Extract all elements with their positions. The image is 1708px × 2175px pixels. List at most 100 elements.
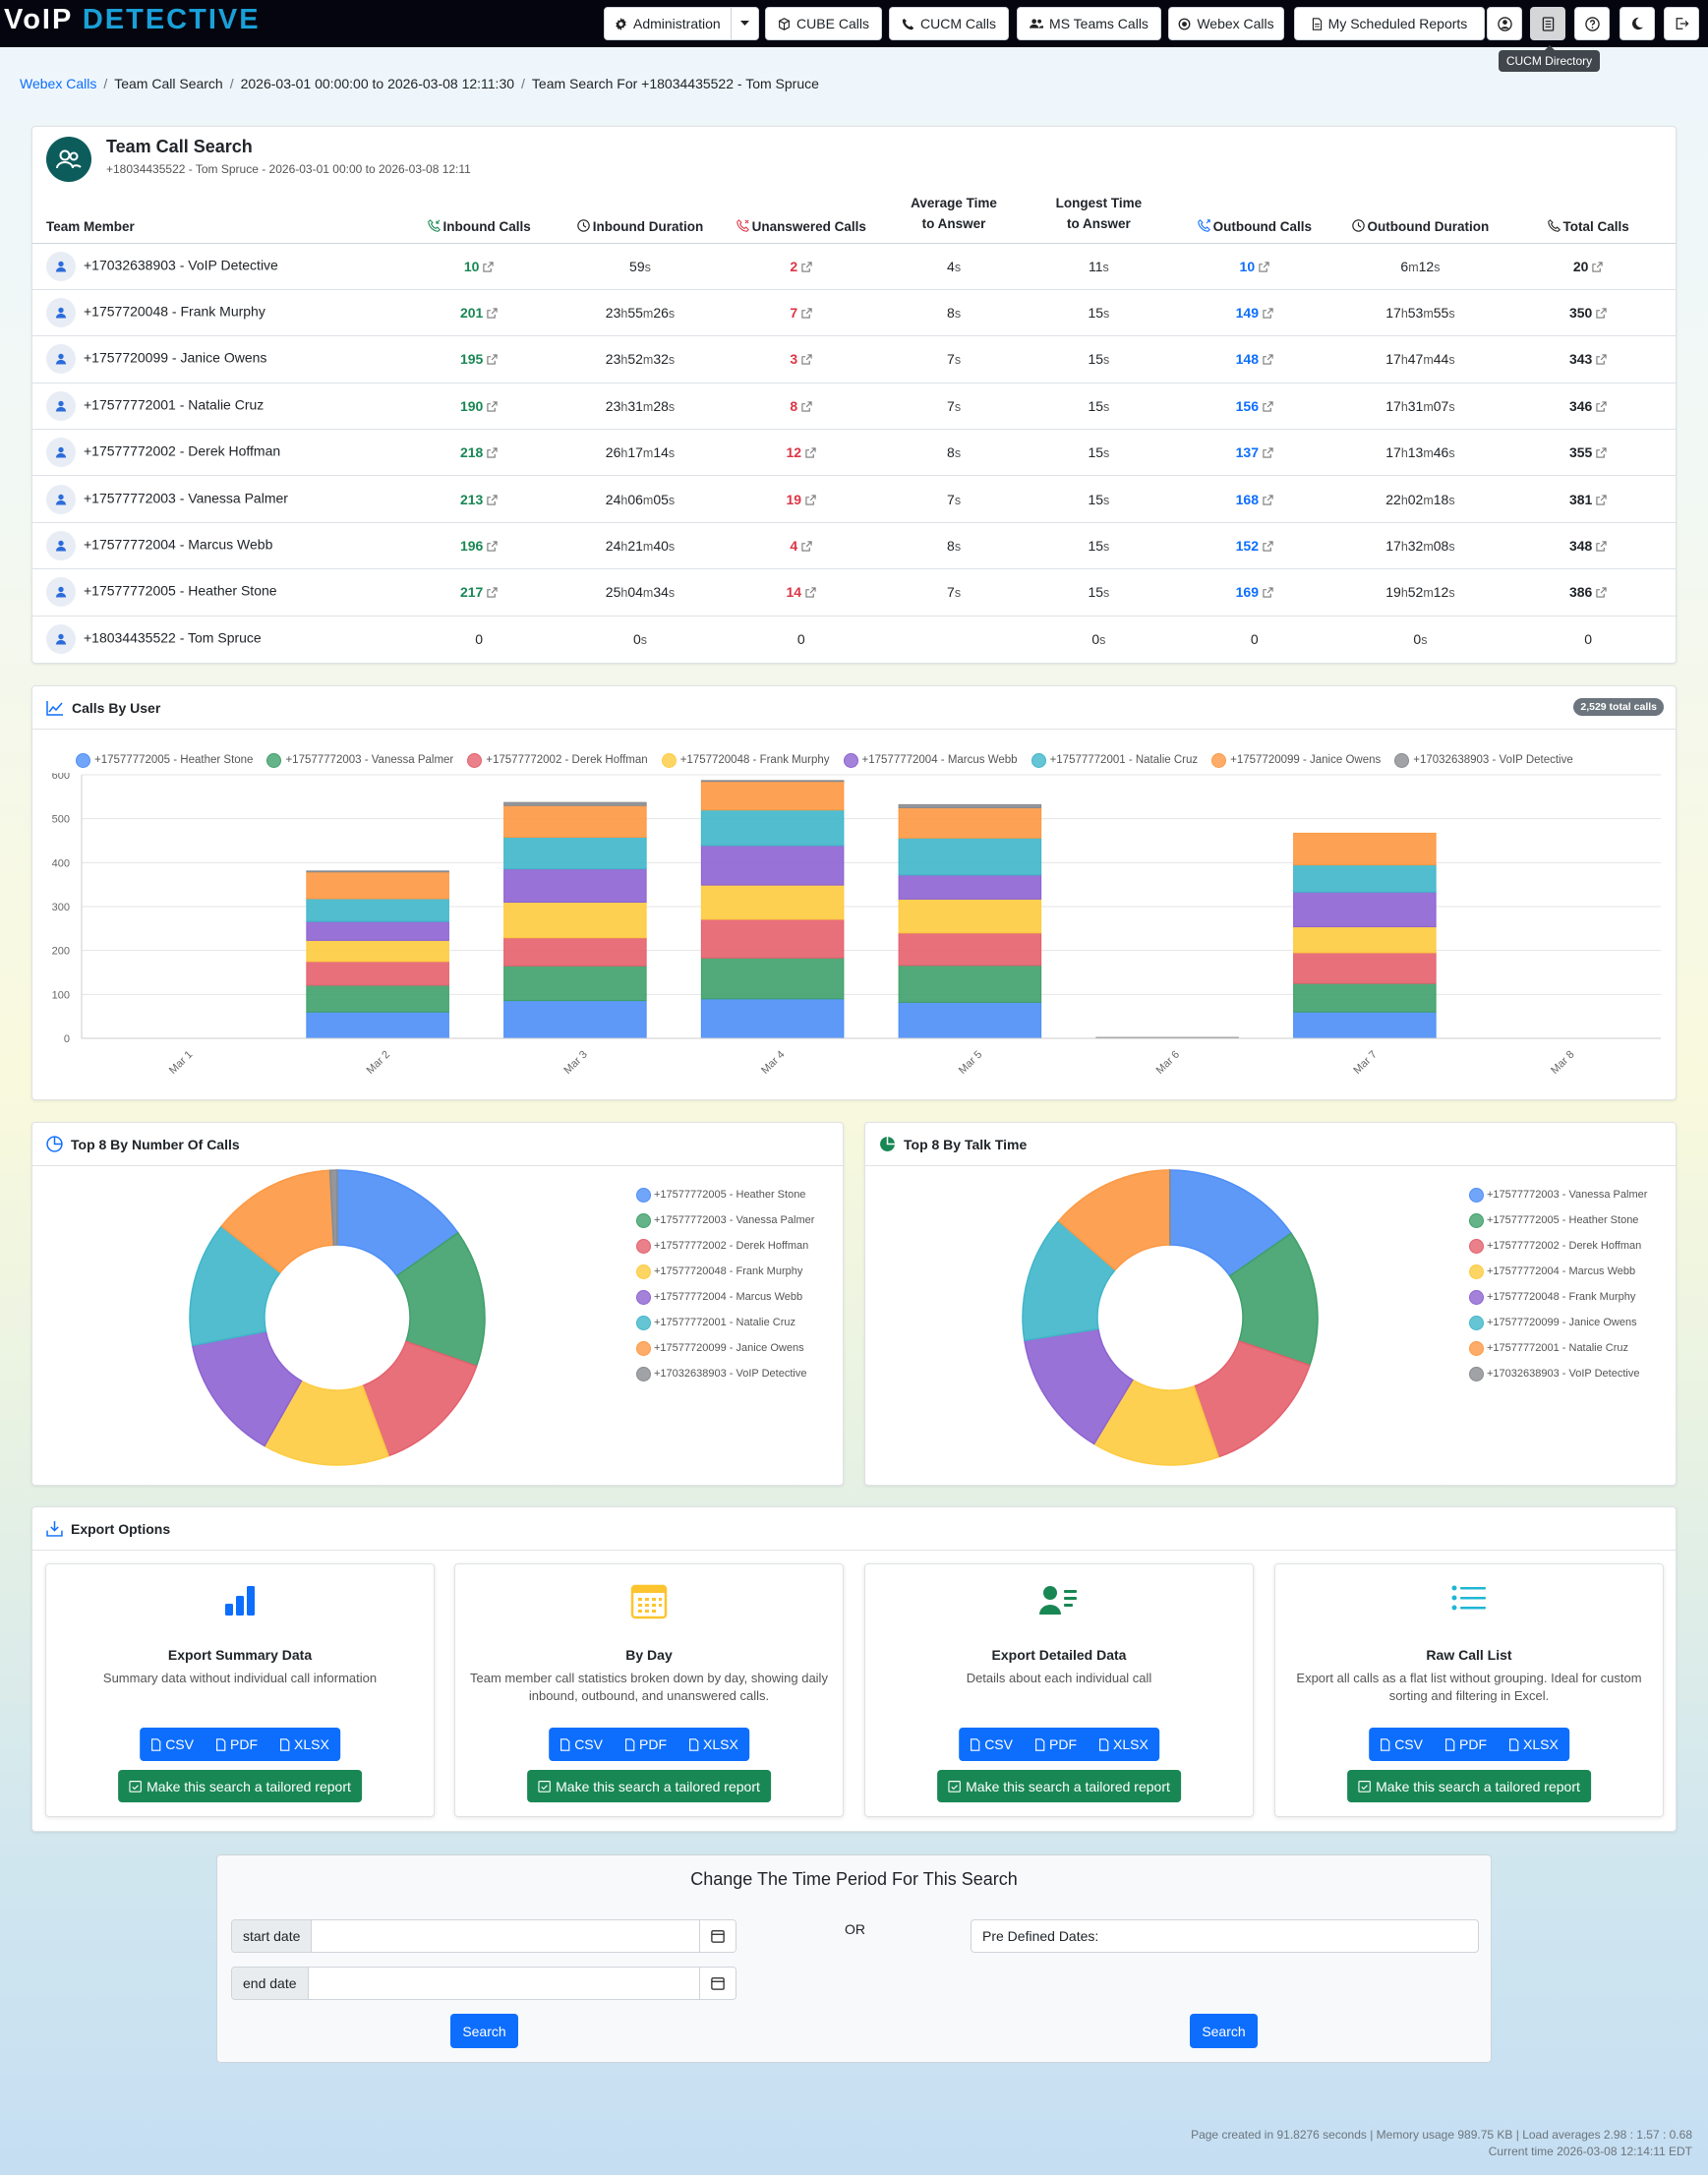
bar-segment[interactable]	[306, 939, 449, 963]
export-raw-pdf-button[interactable]: PDF	[1434, 1728, 1498, 1761]
bar-segment[interactable]	[898, 874, 1042, 900]
caret-down-icon[interactable]	[731, 8, 758, 39]
legend-item[interactable]: +17577772003 - Vanessa Palmer	[1469, 1182, 1647, 1207]
legend-item[interactable]: +17577772005 - Heather Stone	[76, 751, 253, 769]
donut-slice[interactable]	[328, 1169, 338, 1246]
external-link-icon[interactable]	[1263, 354, 1273, 366]
bar-segment[interactable]	[898, 1001, 1042, 1039]
export-detailed-pdf-button[interactable]: PDF	[1024, 1728, 1088, 1761]
cell-outbound[interactable]: 137	[1235, 444, 1259, 461]
export-raw-xlsx-button[interactable]: XLSX	[1498, 1728, 1569, 1761]
cell-inbound[interactable]: 218	[459, 444, 484, 461]
cell-unanswered[interactable]: 14	[786, 584, 802, 601]
bar-segment[interactable]	[306, 898, 449, 922]
external-link-icon[interactable]	[487, 447, 498, 458]
bar-segment[interactable]	[700, 809, 845, 847]
bar-segment[interactable]	[503, 937, 647, 967]
start-date-calendar-button[interactable]	[699, 1920, 736, 1952]
external-link-icon[interactable]	[801, 308, 812, 319]
donut-slice[interactable]	[336, 1169, 459, 1277]
export-summary-xlsx-button[interactable]: XLSX	[268, 1728, 340, 1761]
external-link-icon[interactable]	[801, 262, 812, 272]
webex-calls-button[interactable]: Webex Calls	[1168, 7, 1284, 40]
cell-outbound[interactable]: 148	[1235, 351, 1259, 368]
cube-calls-button[interactable]: CUBE Calls	[765, 7, 882, 40]
cell-unanswered[interactable]: 12	[786, 444, 802, 461]
legend-item[interactable]: +17032638903 - VoIP Detective	[636, 1361, 814, 1386]
external-link-icon[interactable]	[1259, 262, 1269, 272]
bar-segment[interactable]	[503, 801, 647, 806]
bar-segment[interactable]	[700, 998, 845, 1039]
cell-total[interactable]: 348	[1568, 538, 1593, 555]
export-raw-csv-button[interactable]: CSV	[1369, 1728, 1434, 1761]
export-detailed-xlsx-button[interactable]: XLSX	[1088, 1728, 1159, 1761]
cell-outbound[interactable]: 156	[1235, 397, 1259, 414]
cell-total[interactable]: 386	[1568, 584, 1593, 601]
external-link-icon[interactable]	[487, 541, 498, 552]
legend-item[interactable]: +17577772002 - Derek Hoffman	[1469, 1233, 1647, 1259]
ms-teams-calls-button[interactable]: MS Teams Calls	[1017, 7, 1161, 40]
cell-total[interactable]: 346	[1568, 397, 1593, 414]
cucm-calls-button[interactable]: CUCM Calls	[889, 7, 1009, 40]
legend-item[interactable]: +17032638903 - VoIP Detective	[1394, 751, 1573, 769]
bar-segment[interactable]	[1293, 926, 1437, 954]
external-link-icon[interactable]	[1263, 495, 1273, 505]
cell-total[interactable]: 355	[1568, 444, 1593, 461]
legend-item[interactable]: +17577772004 - Marcus Webb	[1469, 1259, 1647, 1284]
bar-segment[interactable]	[503, 804, 647, 838]
cell-total[interactable]: 350	[1568, 305, 1593, 322]
export-summary-pdf-button[interactable]: PDF	[205, 1728, 268, 1761]
legend-item[interactable]: +17577772001 - Natalie Cruz	[636, 1310, 814, 1335]
external-link-icon[interactable]	[487, 401, 498, 412]
export-summary-csv-button[interactable]: CSV	[140, 1728, 205, 1761]
cell-outbound[interactable]: 152	[1235, 538, 1259, 555]
help-button[interactable]	[1574, 7, 1610, 40]
cell-inbound[interactable]: 217	[459, 584, 484, 601]
legend-item[interactable]: +17577772001 - Natalie Cruz	[1469, 1335, 1647, 1361]
end-date-input[interactable]	[309, 1968, 700, 1999]
bar-segment[interactable]	[1293, 864, 1437, 893]
export-by-day-tailored-report-button[interactable]: Make this search a tailored report	[527, 1770, 771, 1802]
cell-unanswered[interactable]: 2	[790, 258, 798, 274]
cell-outbound[interactable]: 10	[1239, 258, 1256, 274]
bar-segment[interactable]	[700, 918, 845, 959]
legend-item[interactable]: +17577772005 - Heather Stone	[1469, 1207, 1647, 1233]
legend-item[interactable]: +17577772003 - Vanessa Palmer	[636, 1207, 814, 1233]
external-link-icon[interactable]	[487, 495, 498, 505]
legend-item[interactable]: +17577772002 - Derek Hoffman	[636, 1233, 814, 1259]
bar-segment[interactable]	[700, 780, 845, 783]
bar-segment[interactable]	[1293, 952, 1437, 984]
bar-segment[interactable]	[898, 965, 1042, 1003]
legend-item[interactable]: +17577772004 - Marcus Webb	[843, 751, 1018, 769]
external-link-icon[interactable]	[805, 495, 816, 505]
cell-unanswered[interactable]: 4	[790, 538, 798, 555]
legend-item[interactable]: +17032638903 - VoIP Detective	[1469, 1361, 1647, 1386]
cell-inbound[interactable]: 10	[463, 258, 480, 274]
end-date-calendar-button[interactable]	[699, 1968, 736, 1999]
bar-segment[interactable]	[503, 868, 647, 904]
external-link-icon[interactable]	[1263, 308, 1273, 319]
bar-segment[interactable]	[898, 803, 1042, 808]
logout-button[interactable]	[1664, 7, 1699, 40]
bar-segment[interactable]	[898, 898, 1042, 934]
export-by-day-pdf-button[interactable]: PDF	[614, 1728, 677, 1761]
cell-inbound[interactable]: 196	[459, 538, 484, 555]
export-by-day-xlsx-button[interactable]: XLSX	[677, 1728, 749, 1761]
bar-segment[interactable]	[306, 920, 449, 941]
custom-range-search-button[interactable]: Search	[450, 2014, 518, 2048]
external-link-icon[interactable]	[1596, 308, 1607, 319]
bar-segment[interactable]	[1293, 832, 1437, 866]
bar-segment[interactable]	[700, 845, 845, 886]
external-link-icon[interactable]	[801, 401, 812, 412]
external-link-icon[interactable]	[805, 587, 816, 599]
legend-item[interactable]: +17577772002 - Derek Hoffman	[467, 751, 648, 769]
cell-outbound[interactable]: 168	[1235, 491, 1259, 507]
legend-item[interactable]: +17577720099 - Janice Owens	[636, 1335, 814, 1361]
cell-unanswered[interactable]: 8	[790, 397, 798, 414]
predefined-dates-select[interactable]: Pre Defined Dates:	[971, 1919, 1479, 1953]
external-link-icon[interactable]	[1596, 587, 1607, 599]
external-link-icon[interactable]	[805, 447, 816, 458]
bar-segment[interactable]	[898, 807, 1042, 839]
bar-segment[interactable]	[700, 884, 845, 920]
cell-total[interactable]: 343	[1568, 351, 1593, 368]
